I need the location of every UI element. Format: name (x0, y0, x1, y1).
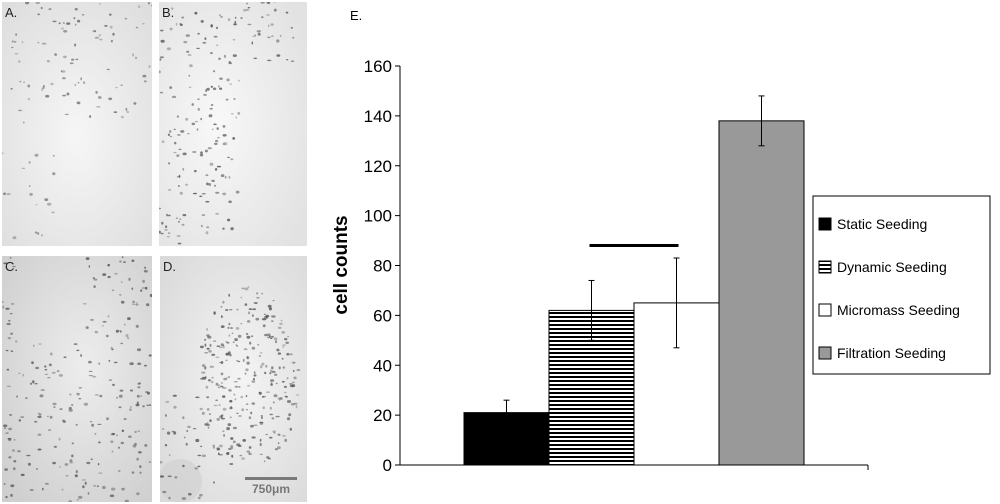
bar-chart: E. cell counts 0 20 40 60 80 100 120 140 160 Sta… (320, 0, 1000, 504)
legend-entry: Micromass Seeding (837, 302, 960, 318)
legend-entry: Dynamic Seeding (837, 259, 947, 275)
legend: Static Seeding Dynamic Seeding Micromass S… (813, 196, 990, 374)
y-tick-label: 140 (364, 107, 392, 126)
y-tick-label: 120 (364, 157, 392, 176)
scale-bar-label: 750μm (245, 482, 297, 496)
y-axis-label: cell counts (331, 215, 352, 314)
y-tick-label: 0 (383, 456, 392, 475)
legend-swatch (819, 304, 831, 316)
micrograph-a (2, 2, 152, 246)
legend-swatch (819, 261, 831, 273)
legend-swatch (819, 347, 831, 359)
panel-label-c: C. (5, 259, 18, 274)
panel-label-b: B. (162, 5, 174, 20)
panel-b: B. (159, 2, 307, 246)
panel-d: D. 750μm (160, 256, 307, 502)
legend-swatch (819, 218, 831, 230)
y-tick-label: 100 (364, 207, 392, 226)
panel-a: A. (2, 2, 152, 246)
y-tick-label: 80 (373, 257, 392, 276)
panel-c: C. (2, 256, 152, 502)
y-tick-label: 160 (364, 57, 392, 76)
chart-panel-label: E. (350, 8, 362, 23)
y-tick-label: 40 (373, 356, 392, 375)
bar-filtration-seeding (719, 121, 804, 465)
panel-label-d: D. (163, 259, 176, 274)
scale-bar-line (245, 477, 297, 480)
bars (464, 121, 804, 465)
scale-bar: 750μm (245, 477, 297, 496)
micrograph-d (160, 256, 307, 502)
y-tick-label: 20 (373, 406, 392, 425)
micrograph-b (159, 2, 307, 246)
legend-entry: Filtration Seeding (837, 345, 946, 361)
micrograph-c (2, 256, 152, 502)
y-tick-label: 60 (373, 306, 392, 325)
panel-label-a: A. (5, 5, 17, 20)
legend-entry: Static Seeding (837, 216, 927, 232)
